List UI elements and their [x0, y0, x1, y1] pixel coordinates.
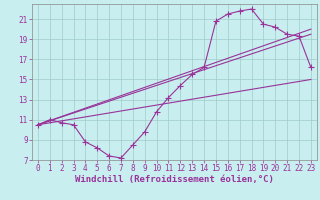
- X-axis label: Windchill (Refroidissement éolien,°C): Windchill (Refroidissement éolien,°C): [75, 175, 274, 184]
